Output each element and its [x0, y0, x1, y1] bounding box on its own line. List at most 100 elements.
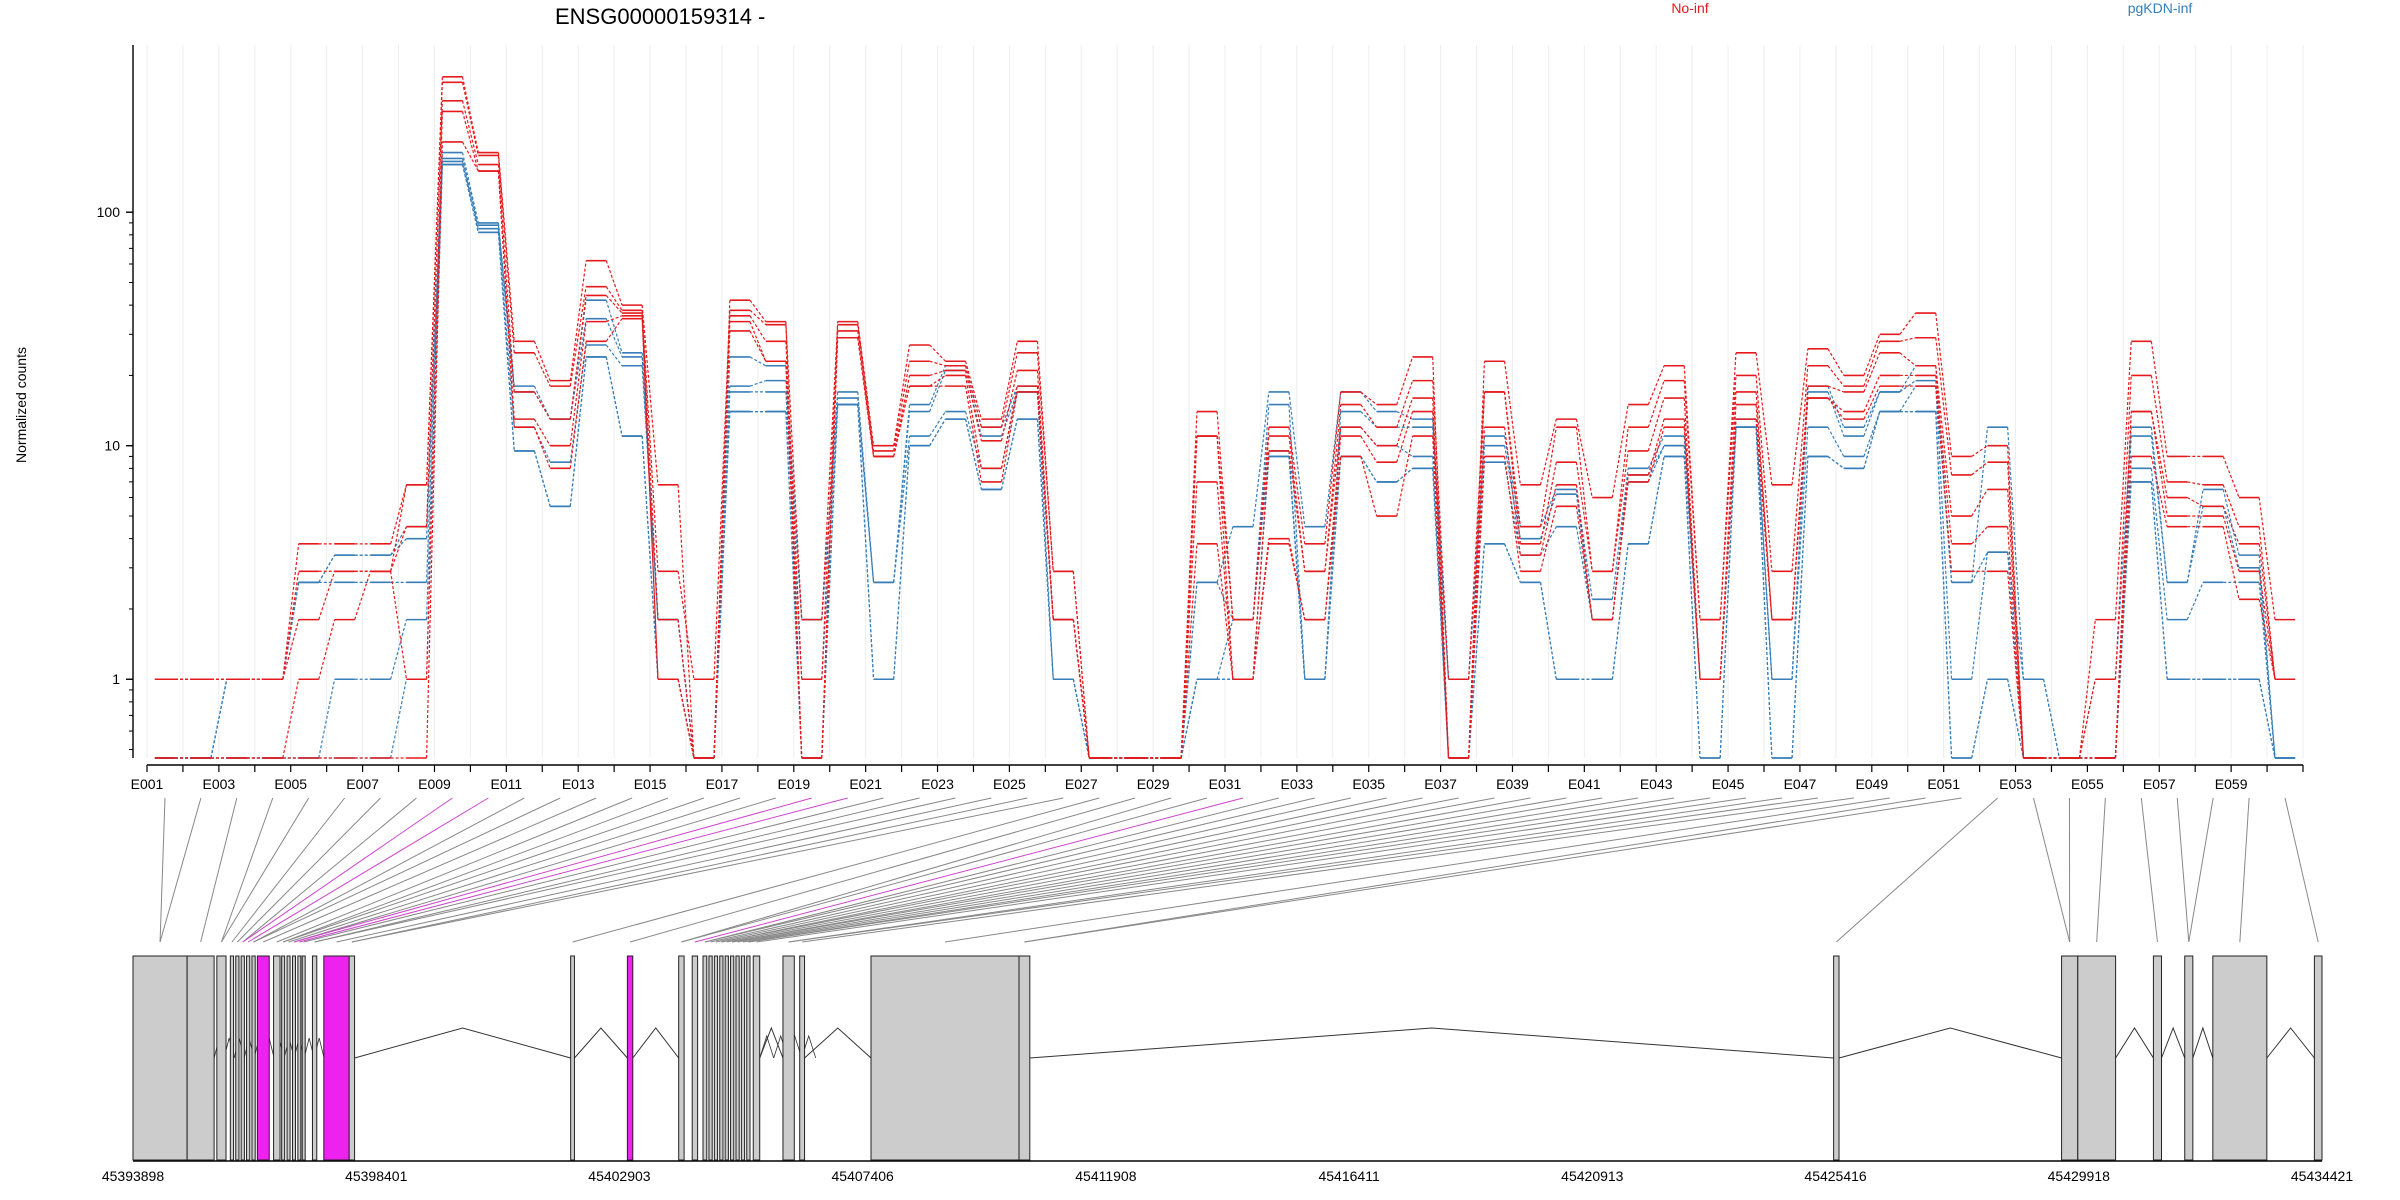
series-connector	[1396, 411, 1413, 420]
exon-label: E005	[274, 776, 307, 792]
series-connector	[1575, 484, 1593, 620]
exon-label: E039	[1496, 776, 1529, 792]
series-connector	[569, 286, 587, 387]
series-connector	[785, 411, 803, 759]
series-connector	[1863, 334, 1881, 376]
series-connector	[821, 404, 839, 759]
connector-line	[2033, 797, 2071, 943]
series-connector	[1827, 391, 1845, 437]
series-connector	[929, 374, 946, 387]
series-connector	[2150, 435, 2168, 583]
exon-label: E031	[1209, 776, 1242, 792]
connector-line	[944, 797, 1890, 943]
legend-no-inf: No-inf	[1671, 0, 1708, 16]
series-connector	[461, 164, 479, 233]
series-connector	[2258, 567, 2276, 759]
series-connector	[1971, 461, 1988, 476]
series-connector	[318, 619, 336, 680]
series-connector	[2150, 341, 2168, 457]
intron	[804, 1027, 872, 1059]
exon-block	[740, 955, 746, 1161]
y-axis: 1 10 100	[97, 45, 134, 758]
connector-line	[220, 797, 274, 943]
exon-label: E019	[777, 776, 810, 792]
series-connector	[461, 100, 479, 165]
series-connector	[749, 356, 767, 367]
series-connector	[318, 554, 336, 583]
series-connector	[1539, 582, 1557, 680]
series-connector	[1791, 427, 1809, 680]
series-connector	[390, 526, 408, 572]
exon-label: E025	[993, 776, 1026, 792]
connector-line	[629, 797, 1136, 943]
exon-block	[273, 955, 281, 1161]
series-connector	[964, 386, 982, 482]
y-tick-label: 100	[97, 204, 121, 220]
series-connector	[1324, 456, 1342, 680]
series-connector	[2258, 599, 2276, 680]
connector-line	[247, 797, 489, 943]
connector-line	[756, 797, 1747, 943]
exon-block	[311, 955, 318, 1161]
series-connector	[1719, 352, 1737, 620]
series-connector	[1396, 397, 1414, 446]
series-connector	[210, 679, 228, 759]
series-connector	[533, 341, 551, 381]
series-connector	[1180, 679, 1198, 759]
exon-label: E011	[490, 776, 522, 792]
series-connector	[1935, 386, 1953, 680]
connector-line	[253, 797, 525, 943]
series-connector	[893, 435, 911, 583]
series-connector	[1036, 370, 1054, 620]
connector-line	[314, 797, 956, 943]
series-connector	[2150, 481, 2168, 680]
connector-line	[299, 797, 848, 943]
series-connector	[1935, 375, 1953, 544]
series-connector	[2150, 375, 2168, 482]
series-connector	[569, 295, 587, 420]
series-connector	[1180, 543, 1198, 759]
connector-line	[704, 797, 1315, 943]
series-connector	[2258, 497, 2276, 620]
series-connector	[2222, 484, 2240, 527]
series-connector	[605, 300, 623, 353]
series-connector	[1036, 391, 1054, 620]
series-connector	[1611, 543, 1629, 680]
connector-line	[572, 797, 1100, 943]
series-connector	[1252, 450, 1270, 680]
series-connector	[390, 484, 408, 545]
series-connector	[1827, 397, 1845, 413]
series-connector	[964, 370, 982, 441]
connector-line	[732, 797, 1567, 943]
exon-block	[626, 955, 634, 1161]
series-connector	[1432, 411, 1450, 759]
series-connector	[1036, 391, 1054, 680]
series-connector	[2186, 582, 2204, 620]
series-connector	[1827, 426, 1845, 457]
series-connector	[2222, 489, 2240, 556]
connector-line	[1835, 797, 1998, 943]
series-connector	[1755, 419, 1773, 620]
series-connector	[1000, 352, 1018, 428]
series-connector	[497, 164, 515, 392]
connector-line	[336, 797, 992, 943]
series-connector	[1539, 427, 1557, 527]
series-connector	[1935, 337, 1953, 475]
series-connector	[857, 404, 875, 680]
series-connector	[893, 445, 911, 680]
series-connector	[425, 141, 443, 759]
series-connector	[641, 310, 659, 572]
connector-line	[737, 797, 1603, 943]
exon-label: E013	[562, 776, 595, 792]
series-connector	[2258, 582, 2276, 759]
series-connector	[497, 228, 515, 428]
genomic-tick-label: 45393898	[102, 1168, 165, 1184]
series-connector	[354, 571, 372, 620]
intron	[574, 1027, 628, 1059]
series-connector	[605, 260, 623, 306]
exon-label: E001	[131, 776, 164, 792]
series-connector	[1072, 571, 1090, 759]
chart-title: ENSG00000159314 -	[555, 4, 765, 29]
series-connector	[1324, 391, 1342, 527]
connector-line	[288, 797, 741, 943]
